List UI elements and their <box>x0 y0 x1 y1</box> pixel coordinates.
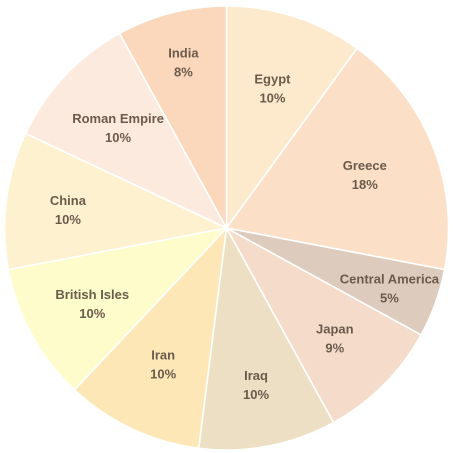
slice-label-egypt: Egypt <box>254 72 291 87</box>
pie-slice-greece <box>225 47 450 271</box>
pie-slice-iran <box>73 225 228 450</box>
slice-value-india: 8% <box>174 64 193 79</box>
pie-slice-roman-empire <box>24 32 229 230</box>
slice-value-china: 10% <box>55 212 81 227</box>
pie-slice-british-isles <box>7 226 229 391</box>
slice-label-roman-empire: Roman Empire <box>72 111 164 126</box>
pie-slice-india <box>118 5 228 229</box>
pie-labels: Egypt 10% Greece 18% Central America 5% Japan 9… <box>50 45 440 402</box>
slice-value-greece: 18% <box>352 177 378 192</box>
pie-slice-iraq <box>197 225 335 451</box>
slice-label-iraq: Iraq <box>244 368 268 383</box>
slice-label-japan: Japan <box>316 321 354 336</box>
slice-value-central-america: 5% <box>380 291 399 306</box>
slice-label-china: China <box>50 193 87 208</box>
slice-value-egypt: 10% <box>259 91 285 106</box>
slice-value-iraq: 10% <box>243 387 269 402</box>
pie-slice-japan <box>224 225 423 424</box>
slice-value-japan: 9% <box>325 340 344 355</box>
slice-label-india: India <box>168 45 199 60</box>
slice-value-iran: 10% <box>150 367 176 382</box>
slice-value-british-isles: 10% <box>79 306 105 321</box>
slice-value-roman-empire: 10% <box>105 130 131 145</box>
slice-label-british-isles: British Isles <box>55 287 129 302</box>
pie-slices <box>3 5 450 451</box>
pie-slice-egypt <box>225 5 359 231</box>
pie-slice-china <box>3 132 230 271</box>
slice-label-central-america: Central America <box>340 272 440 287</box>
slice-label-iran: Iran <box>151 348 175 363</box>
slice-label-greece: Greece <box>343 158 387 173</box>
